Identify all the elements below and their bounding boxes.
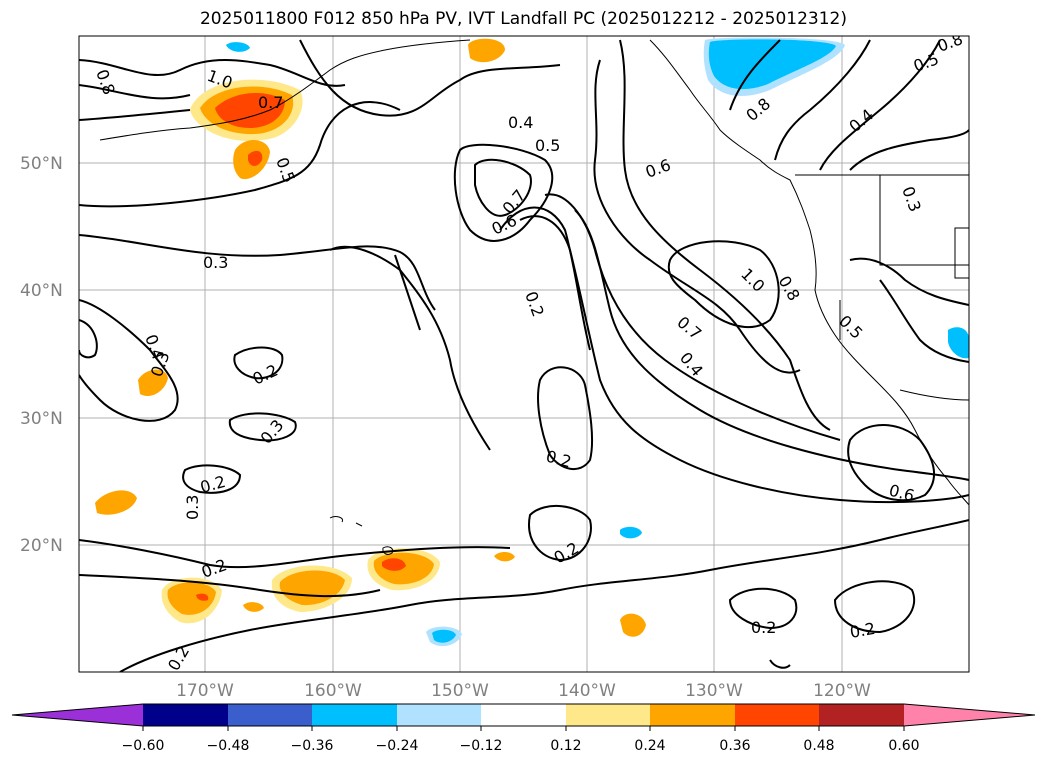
lat-label-50n: 50°N <box>20 154 63 174</box>
lat-label-40n: 40°N <box>20 281 63 301</box>
colorbar-tick-label: −0.36 <box>291 738 334 754</box>
colorbar-segment-4 <box>397 704 481 726</box>
colorbar-tick-label: 0.24 <box>634 738 665 754</box>
colorbar-segment-0 <box>12 704 143 726</box>
colorbar-tick-label: 0.36 <box>719 738 750 754</box>
lon-label-150w: 150°W <box>431 681 489 701</box>
colorbar-segment-7 <box>650 704 735 726</box>
colorbar-segment-6 <box>566 704 650 726</box>
longitude-labels: 170°W 160°W 150°W 140°W 130°W 120°W <box>176 681 871 701</box>
colorbar-segment-5 <box>481 704 566 726</box>
contour-label: 0.4 <box>508 113 533 132</box>
colorbar-segment-2 <box>228 704 312 726</box>
colorbar-tick-label: 0.12 <box>550 738 581 754</box>
lon-label-140w: 140°W <box>558 681 616 701</box>
colorbar-tick-label: 0.60 <box>888 738 919 754</box>
colorbar-tick-label: −0.60 <box>122 738 165 754</box>
colorbar-tick-label: 0.48 <box>803 738 834 754</box>
contour-label: 0.3 <box>203 253 228 272</box>
lon-label-170w: 170°W <box>176 681 234 701</box>
colorbar-segment-1 <box>143 704 228 726</box>
lon-label-160w: 160°W <box>304 681 362 701</box>
contour-label: 0.2 <box>848 619 876 642</box>
contour-label: 0.7 <box>258 93 283 112</box>
map-frame <box>78 35 970 673</box>
colorbar-tick-label: −0.12 <box>460 738 503 754</box>
colorbar-tick-label: −0.24 <box>376 738 419 754</box>
negative-anomaly-regions <box>226 37 969 647</box>
colorbar-segment-3 <box>312 704 397 726</box>
lon-label-120w: 120°W <box>813 681 871 701</box>
colorbar-tick-label: −0.48 <box>207 738 250 754</box>
colorbar-segment-9 <box>819 704 904 726</box>
contour-label: 0.3 <box>183 495 202 520</box>
lon-label-130w: 130°W <box>685 681 743 701</box>
colorbar-segment-8 <box>735 704 819 726</box>
lat-label-30n: 30°N <box>20 409 63 429</box>
positive-anomaly-regions <box>95 38 646 637</box>
colorbar: −0.60 −0.48 −0.36 −0.24 −0.12 0.12 0.24 … <box>11 703 1036 754</box>
contour-label: 0.5 <box>535 136 560 155</box>
contour-label: 0.2 <box>751 618 776 637</box>
lat-label-20n: 20°N <box>20 536 63 556</box>
coastlines <box>99 39 969 555</box>
pv-contours <box>79 39 969 672</box>
chart-title: 2025011800 F012 850 hPa PV, IVT Landfall… <box>199 9 847 29</box>
colorbar-segment-10 <box>904 704 1035 726</box>
latitude-labels: 50°N 40°N 30°N 20°N <box>20 154 63 556</box>
